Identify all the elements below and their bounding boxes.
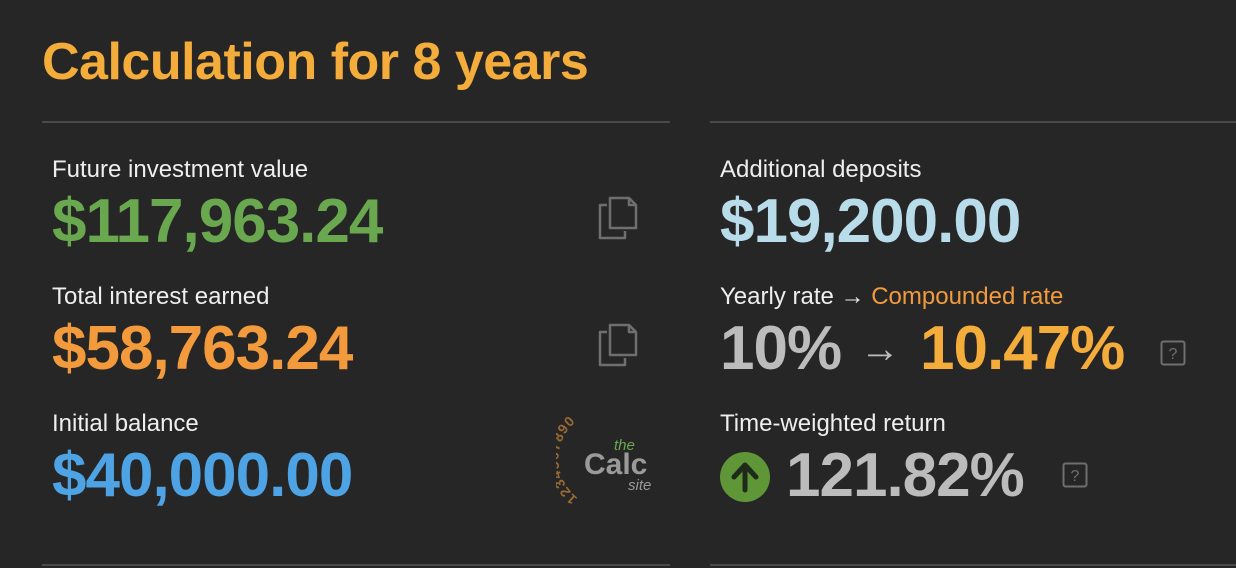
twr-value: 121.82% bbox=[786, 441, 1025, 510]
svg-text:?: ? bbox=[1169, 346, 1178, 363]
logo-the: the bbox=[614, 437, 635, 454]
page-title: Calculation for 8 years bbox=[42, 33, 589, 91]
divider-left bbox=[42, 121, 670, 123]
divider-bottom-right bbox=[710, 564, 1236, 566]
right-arrow-icon: → bbox=[860, 327, 900, 371]
copy-icon[interactable] bbox=[598, 196, 638, 240]
arrow-up-circle-icon bbox=[720, 452, 770, 502]
future-value: $117,963.24 bbox=[52, 187, 383, 256]
future-value-label: Future investment value bbox=[52, 156, 309, 183]
the-calc-site-logo: 1234567890 the Calc site bbox=[545, 406, 666, 508]
compounded-rate-label: Compounded rate bbox=[871, 283, 1064, 310]
yearly-rate-value: 10% bbox=[720, 314, 842, 383]
rate-label: Yearly rate → Compounded rate bbox=[720, 282, 1063, 312]
initial-balance-label: Initial balance bbox=[52, 410, 199, 437]
divider-right bbox=[710, 121, 1236, 123]
additional-deposits-label: Additional deposits bbox=[720, 156, 922, 183]
total-interest-label: Total interest earned bbox=[52, 283, 270, 310]
compounded-rate-value: 10.47% bbox=[920, 314, 1125, 383]
help-icon[interactable]: ? bbox=[1062, 462, 1088, 488]
copy-icon[interactable] bbox=[598, 323, 638, 367]
divider-bottom-left bbox=[42, 564, 670, 566]
total-interest-value: $58,763.24 bbox=[52, 314, 353, 383]
help-icon[interactable]: ? bbox=[1160, 340, 1186, 366]
logo-calc: Calc bbox=[584, 448, 647, 481]
logo-digits: 1234567890 bbox=[545, 412, 579, 508]
logo-site: site bbox=[628, 477, 651, 494]
additional-deposits-value: $19,200.00 bbox=[720, 187, 1021, 256]
rate-label-arrow: → bbox=[840, 283, 865, 310]
initial-balance-value: $40,000.00 bbox=[52, 441, 353, 510]
svg-text:1234567890: 1234567890 bbox=[556, 412, 580, 506]
twr-label: Time-weighted return bbox=[720, 410, 946, 437]
svg-text:?: ? bbox=[1071, 468, 1080, 485]
yearly-rate-label: Yearly rate bbox=[720, 283, 834, 310]
